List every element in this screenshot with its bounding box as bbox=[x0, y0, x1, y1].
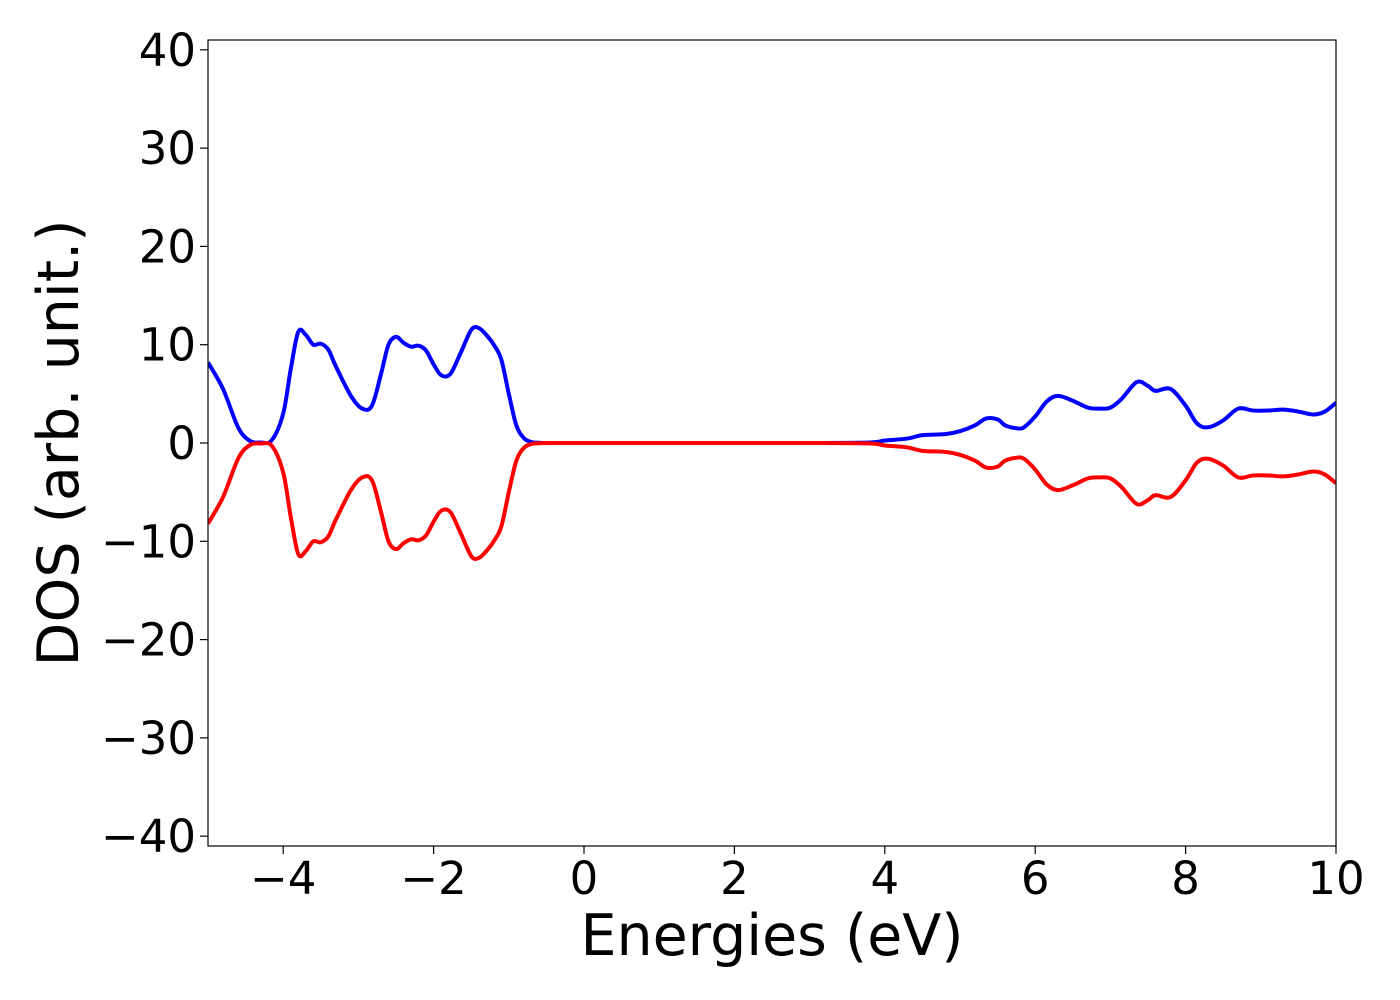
y-tick-label: −30 bbox=[101, 712, 196, 765]
x-tick-label: 10 bbox=[1307, 852, 1364, 905]
x-tick-label: 2 bbox=[720, 852, 749, 905]
series-layer bbox=[208, 325, 1336, 561]
series-line-spin-down bbox=[208, 440, 1336, 561]
x-tick-label: −4 bbox=[250, 852, 316, 905]
x-tick-label: 4 bbox=[870, 852, 899, 905]
y-tick-label: −10 bbox=[101, 515, 196, 568]
y-tick-label: −40 bbox=[101, 810, 196, 863]
x-tick-label: 0 bbox=[570, 852, 599, 905]
y-tick-label: −20 bbox=[101, 614, 196, 667]
y-axis-title: DOS (arb. unit.) bbox=[26, 220, 92, 667]
x-axis-title: Energies (eV) bbox=[580, 903, 963, 969]
y-tick-label: 0 bbox=[167, 417, 196, 470]
y-tick-label: 20 bbox=[139, 220, 196, 273]
y-tick-label: 10 bbox=[139, 319, 196, 372]
y-tick-label: 40 bbox=[139, 24, 196, 77]
x-tick-label: −2 bbox=[400, 852, 466, 905]
y-axis: −40 −30 −20 −10 0 10 20 30 40 bbox=[101, 24, 208, 863]
x-tick-label: 8 bbox=[1171, 852, 1200, 905]
x-tick-label: 6 bbox=[1021, 852, 1050, 905]
y-tick-label: 30 bbox=[139, 122, 196, 175]
x-axis: −4 −2 0 2 4 6 8 10 bbox=[250, 846, 1365, 905]
